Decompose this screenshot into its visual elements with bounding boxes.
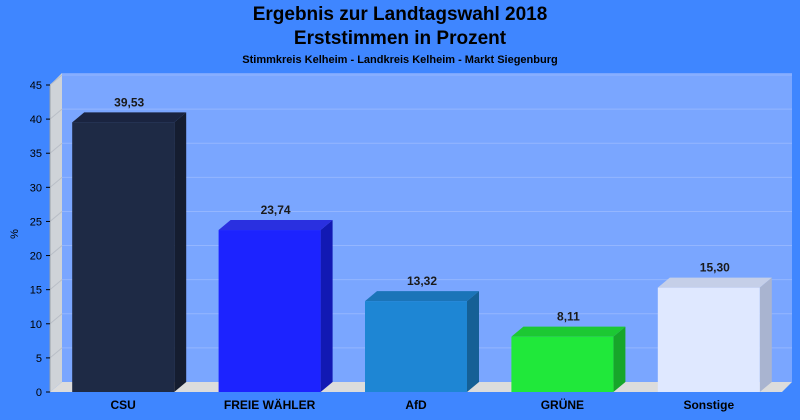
- chart-subtitle: Erststimmen in Prozent: [293, 28, 507, 49]
- data-label: 39,53: [114, 95, 144, 109]
- x-tick-label: Sonstige: [683, 398, 734, 412]
- y-tick-label: 25: [30, 216, 42, 228]
- bar-freie-w-hler: 23,74: [218, 203, 333, 392]
- bars: 39,53 23,74 13,32 8,11 15,30: [72, 95, 772, 392]
- bar-side: [467, 291, 479, 392]
- bar-afd: 13,32: [365, 274, 479, 392]
- bar-gr-ne: 8,11: [511, 310, 626, 392]
- data-label: 15,30: [700, 261, 730, 275]
- grid-line-side: [49, 347, 63, 359]
- bar-front: [657, 287, 760, 392]
- grid-line-side: [49, 176, 63, 188]
- x-tick-label: AfD: [405, 398, 427, 412]
- bar-front: [365, 301, 467, 392]
- x-tick-label: FREIE WÄHLER: [224, 397, 316, 412]
- bar-front: [511, 336, 614, 392]
- bar-side: [174, 112, 187, 392]
- y-tick-label: 5: [36, 353, 42, 365]
- bar-side: [320, 220, 333, 392]
- x-tick-label: GRÜNE: [541, 397, 584, 412]
- grid-line-side: [49, 74, 63, 86]
- bar-side: [613, 326, 626, 392]
- y-tick-label: 15: [30, 285, 42, 297]
- y-tick-label: 40: [30, 114, 42, 126]
- bar-top: [657, 277, 772, 288]
- y-tick-label: 10: [30, 319, 42, 331]
- y-tick-label: 35: [30, 148, 42, 160]
- y-tick-label: 0: [36, 387, 42, 399]
- bar-sonstige: 15,30: [657, 261, 772, 392]
- plot-left-wall: [50, 73, 62, 392]
- y-tick-label: 45: [30, 80, 42, 92]
- y-tick-label: 20: [30, 251, 42, 263]
- grid-line-side: [49, 211, 63, 222]
- chart-title: Ergebnis zur Landtagswahl 2018: [252, 4, 548, 25]
- x-axis: CSU FREIE WÄHLER AfD GRÜNE Sonstige: [111, 397, 735, 412]
- grid-line-side: [49, 279, 63, 291]
- bar-top: [218, 220, 333, 231]
- bar-front: [72, 122, 175, 392]
- bar-front: [218, 230, 321, 392]
- x-tick-label: CSU: [111, 398, 136, 412]
- bar-side: [759, 277, 772, 392]
- grid-line-side: [49, 313, 63, 325]
- bar-top: [511, 326, 626, 337]
- data-label: 23,74: [261, 203, 291, 217]
- bar-top: [365, 291, 479, 302]
- grid-line-side: [49, 108, 63, 120]
- y-axis-label: %: [9, 229, 21, 239]
- bar-csu: 39,53: [72, 95, 187, 392]
- bar-top: [72, 112, 187, 123]
- grid-line-side: [49, 245, 63, 256]
- chart-caption: Stimmkreis Kelheim - Landkreis Kelheim -…: [242, 54, 558, 66]
- grid-line-side: [49, 142, 63, 154]
- y-tick-label: 30: [30, 182, 42, 194]
- data-label: 8,11: [557, 310, 580, 324]
- y-axis: 0 5 10 15 20 25 30 35 40 45: [30, 80, 51, 399]
- data-label: 13,32: [407, 274, 437, 288]
